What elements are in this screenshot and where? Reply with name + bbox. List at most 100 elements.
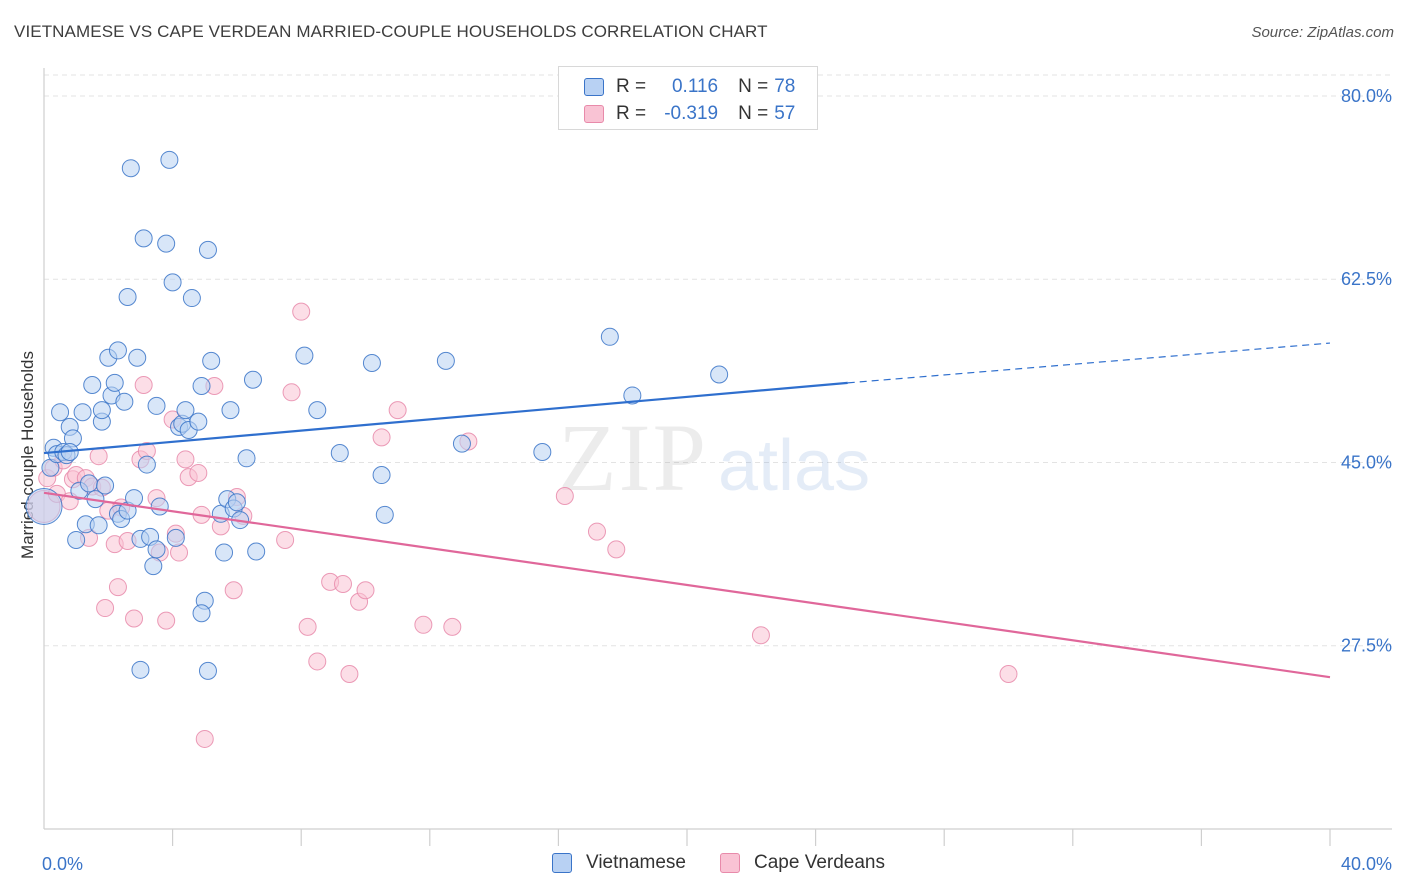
vietnamese-trend-extension [847, 342, 1331, 384]
legend-r-value: 0.116 [671, 76, 719, 97]
data-point [89, 516, 108, 535]
data-point [80, 474, 99, 493]
data-point [443, 617, 462, 636]
watermark-atlas: atlas [718, 426, 870, 506]
data-point [195, 729, 214, 748]
data-point [108, 578, 127, 597]
legend-n-value: 57 [774, 103, 796, 124]
data-point [295, 346, 314, 365]
data-point [221, 401, 240, 420]
data-point [176, 401, 195, 420]
series-legend-cape-verdeans[interactable]: Cape Verdeans [720, 852, 885, 874]
data-point [362, 353, 381, 372]
data-point [587, 522, 606, 541]
data-point [308, 652, 327, 671]
axes [43, 68, 1392, 846]
data-point [237, 449, 256, 468]
series-legend-vietnamese[interactable]: Vietnamese [552, 852, 686, 874]
data-point [176, 450, 195, 469]
data-point [192, 377, 211, 396]
data-point [134, 375, 153, 394]
data-point [600, 327, 619, 346]
legend-row-cape-verdeans: R = -0.319 N = 57 [559, 100, 795, 128]
x-tick-label: 0.0% [42, 854, 83, 874]
data-point [356, 581, 375, 600]
data-point [160, 150, 179, 169]
data-point [198, 661, 217, 680]
data-point [189, 412, 208, 431]
data-point [372, 466, 391, 485]
data-point [131, 660, 150, 679]
data-point [999, 665, 1018, 684]
data-point [308, 401, 327, 420]
chart-title: VIETNAMESE VS CAPE VERDEAN MARRIED-COUPL… [14, 22, 768, 41]
tick-labels: 27.5% 45.0% 62.5% 80.0% 0.0% 40.0% [42, 86, 1392, 874]
data-point [227, 493, 246, 512]
vietnamese-trend-line [43, 381, 848, 455]
data-point [83, 375, 102, 394]
data-point [202, 351, 221, 370]
data-point [121, 159, 140, 178]
legend-row-vietnamese: R = 0.116 N = 78 [559, 73, 795, 101]
data-point [147, 540, 166, 559]
data-point [25, 487, 63, 525]
data-point [170, 543, 189, 562]
data-point [224, 581, 243, 600]
data-point [105, 373, 124, 392]
data-point [710, 365, 729, 384]
x-tick-label: 40.0% [1341, 854, 1392, 874]
legend-r-value: -0.319 [664, 103, 719, 124]
data-point [157, 611, 176, 630]
data-point [375, 505, 394, 524]
data-point [276, 530, 295, 549]
series-label-vietnamese: Vietnamese [586, 852, 686, 873]
watermark: ZIP atlas [558, 404, 870, 511]
data-point [388, 401, 407, 420]
data-point [436, 351, 455, 370]
vietnamese-points [25, 150, 729, 680]
data-point [333, 574, 352, 593]
grid-lines [44, 74, 1392, 647]
data-point [555, 486, 574, 505]
data-point [163, 273, 182, 292]
data-point [330, 444, 349, 463]
data-point [751, 626, 770, 645]
data-point [115, 392, 134, 411]
data-point [192, 604, 211, 623]
legend-swatch-pink [584, 105, 604, 123]
data-point [108, 341, 127, 360]
watermark-zip: ZIP [558, 404, 708, 511]
data-point [134, 229, 153, 248]
data-point [157, 234, 176, 253]
source-credit: Source: ZipAtlas.com [1251, 24, 1394, 41]
data-point [298, 617, 317, 636]
data-point [247, 542, 266, 561]
data-point [96, 476, 115, 495]
series-swatch-pink [720, 853, 740, 873]
y-tick-label: 45.0% [1341, 452, 1392, 472]
correlation-legend: R = 0.116 N = 78 R = -0.319 N = 57 [558, 66, 818, 130]
data-point [96, 599, 115, 618]
data-point [125, 609, 144, 628]
series-legend: Vietnamese Cape Verdeans [0, 852, 1406, 878]
y-tick-label: 80.0% [1341, 86, 1392, 106]
y-tick-label: 27.5% [1341, 636, 1392, 656]
legend-r-label: R = [616, 103, 647, 124]
data-point [144, 557, 163, 576]
legend-n-label: N = [738, 76, 769, 97]
cape-verdeans-points [27, 302, 1018, 748]
data-point [147, 396, 166, 415]
data-point [623, 386, 642, 405]
legend-n-label: N = [738, 103, 769, 124]
data-point [282, 383, 301, 402]
data-point [452, 434, 471, 453]
y-tick-label: 62.5% [1341, 269, 1392, 289]
legend-swatch-blue [584, 78, 604, 96]
data-point [243, 370, 262, 389]
data-point [215, 543, 234, 562]
data-point [89, 447, 108, 466]
data-point [340, 665, 359, 684]
trend-lines [43, 342, 1331, 679]
data-point [414, 615, 433, 634]
